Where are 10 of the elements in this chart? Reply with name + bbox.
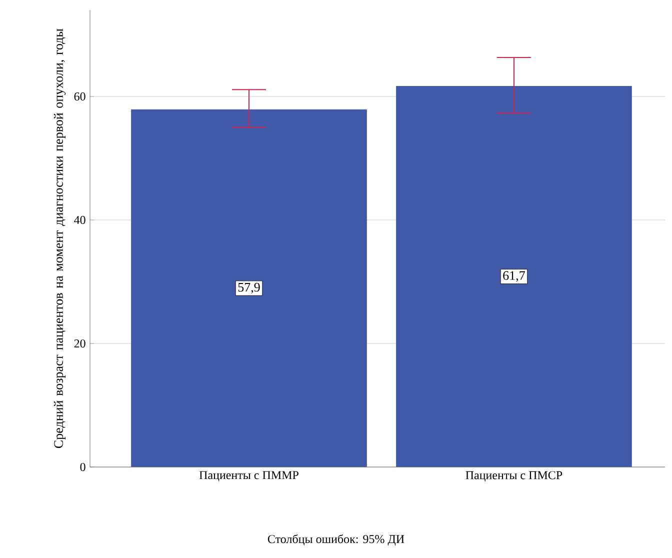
x-tick-label: Пациенты с ПМСР	[466, 471, 562, 482]
y-tick-label: 40	[74, 216, 86, 224]
x-tick-label: Пациенты с ПММР	[199, 471, 298, 482]
data-label: 57,9	[238, 282, 260, 294]
text: Столбцы ошибок: 95% ДИ	[268, 534, 404, 546]
y-tick-label: 60	[74, 92, 86, 101]
y-tick-label: 20	[74, 339, 86, 348]
data-label: 61,7	[503, 271, 525, 282]
y-axis-title: Средний возраст пациентов на момент диагностики первой опухоли, годы	[54, 28, 66, 448]
y-tick-label: 0	[80, 462, 86, 472]
